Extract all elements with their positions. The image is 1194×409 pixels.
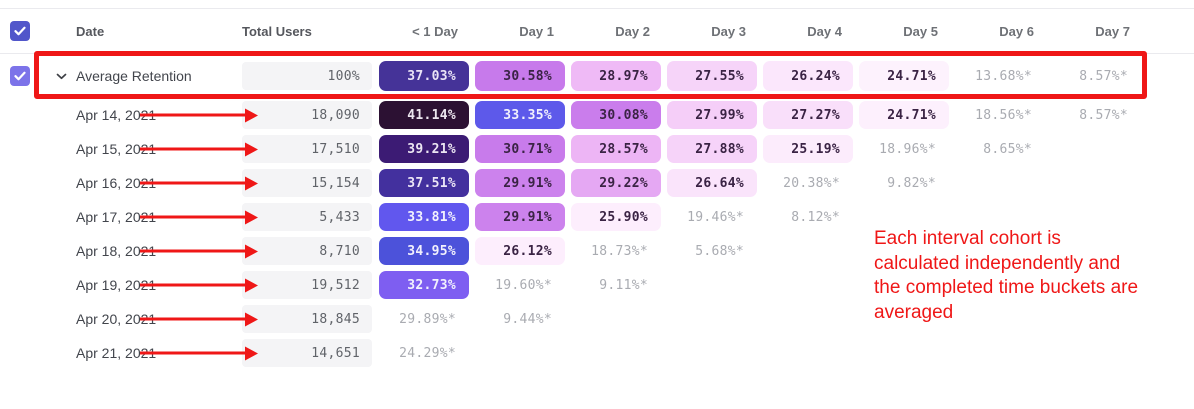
select-all-checkbox[interactable]: [10, 21, 30, 41]
col-header-date: Date: [76, 23, 105, 39]
retention-cell: 20.38%*: [783, 175, 840, 191]
retention-cell: 24.71%: [859, 61, 949, 91]
date-label: Apr 17, 2021: [76, 209, 157, 225]
retention-cell: 25.19%: [763, 135, 853, 163]
date-label: Apr 14, 2021: [76, 107, 157, 123]
cohort-row: Apr 16, 2021 15,154 37.51% 29.91% 29.22% 26.6…: [0, 166, 1194, 200]
retention-cell: 25.90%: [571, 203, 661, 231]
retention-cell: 27.55%: [667, 61, 757, 91]
col-header-day-5: Day 5: [903, 23, 938, 39]
retention-cell: 24.29%*: [399, 345, 456, 361]
retention-cell: 30.08%: [571, 101, 661, 129]
table-body: Average Retention 100% 37.03% 30.58% 28.97% 2…: [0, 54, 1194, 370]
retention-cell: 18.73%*: [591, 243, 648, 259]
total-users-cell: 5,433: [242, 203, 372, 231]
col-header-lt-1-day: < 1 Day: [412, 23, 458, 39]
total-users-cell: 14,651: [242, 339, 372, 367]
retention-cell: 9.11%*: [599, 277, 648, 293]
col-header-day-2: Day 2: [615, 23, 650, 39]
retention-cell: 8.57%*: [1079, 68, 1128, 84]
total-users-cell: 100%: [242, 62, 372, 90]
retention-cell: 9.82%*: [887, 175, 936, 191]
retention-cell: 30.71%: [475, 135, 565, 163]
retention-cell: 34.95%: [379, 237, 469, 265]
retention-cell: 29.22%: [571, 169, 661, 197]
col-header-day-7: Day 7: [1095, 23, 1130, 39]
cohort-row: Apr 21, 2021 14,651 24.29%*: [0, 336, 1194, 370]
checkmark-icon: [14, 71, 26, 81]
retention-cell: 29.89%*: [399, 311, 456, 327]
date-label: Apr 15, 2021: [76, 141, 157, 157]
total-users-cell: 19,512: [242, 271, 372, 299]
annotation-arrow: [140, 351, 246, 355]
retention-cell: 24.71%: [859, 101, 949, 129]
total-users-cell: 18,090: [242, 101, 372, 129]
annotation-arrow: [140, 249, 246, 253]
annotation-arrow: [140, 283, 246, 287]
annotation-arrow: [140, 181, 246, 185]
retention-cell: 13.68%*: [975, 68, 1032, 84]
retention-cell: 26.12%: [475, 237, 565, 265]
cohort-row: Apr 19, 2021 19,512 32.73% 19.60%* 9.11%*: [0, 268, 1194, 302]
date-label: Apr 16, 2021: [76, 175, 157, 191]
retention-cell: 8.57%*: [1079, 107, 1128, 123]
date-label: Apr 21, 2021: [76, 345, 157, 361]
retention-cell: 27.27%: [763, 101, 853, 129]
retention-cell: 19.60%*: [495, 277, 552, 293]
retention-cell: 33.35%: [475, 101, 565, 129]
total-users-cell: 8,710: [242, 237, 372, 265]
annotation-arrow: [140, 215, 246, 219]
cohort-row: Apr 14, 2021 18,090 41.14% 33.35% 30.08% 27.9…: [0, 98, 1194, 132]
col-header-day-6: Day 6: [999, 23, 1034, 39]
retention-cell: 39.21%: [379, 135, 469, 163]
retention-cell: 8.12%*: [791, 209, 840, 225]
retention-cell: 26.64%: [667, 169, 757, 197]
retention-cell: 8.65%*: [983, 141, 1032, 157]
retention-table: Date Total Users < 1 Day Day 1 Day 2 Day…: [0, 8, 1194, 370]
cohort-row: Apr 15, 2021 17,510 39.21% 30.71% 28.57% 27.8…: [0, 132, 1194, 166]
cohort-row: Apr 17, 2021 5,433 33.81% 29.91% 25.90% 19.46…: [0, 200, 1194, 234]
retention-cell: 18.96%*: [879, 141, 936, 157]
cohort-row: Apr 20, 2021 18,845 29.89%* 9.44%*: [0, 302, 1194, 336]
retention-cell: 19.46%*: [687, 209, 744, 225]
retention-cell: 30.58%: [475, 61, 565, 91]
retention-cell: 33.81%: [379, 203, 469, 231]
retention-cell: 27.99%: [667, 101, 757, 129]
table-header: Date Total Users < 1 Day Day 1 Day 2 Day…: [0, 8, 1194, 54]
date-label: Apr 18, 2021: [76, 243, 157, 259]
retention-cell: 9.44%*: [503, 311, 552, 327]
total-users-cell: 15,154: [242, 169, 372, 197]
checkmark-icon: [14, 26, 26, 36]
retention-cell: 27.88%: [667, 135, 757, 163]
annotation-arrow: [140, 317, 246, 321]
retention-cell: 26.24%: [763, 61, 853, 91]
retention-cell: 29.91%: [475, 203, 565, 231]
retention-cell: 37.03%: [379, 61, 469, 91]
total-users-cell: 17,510: [242, 135, 372, 163]
average-retention-row: Average Retention 100% 37.03% 30.58% 28.97% 2…: [0, 54, 1194, 98]
total-users-cell: 18,845: [242, 305, 372, 333]
cohort-row: Apr 18, 2021 8,710 34.95% 26.12% 18.73%* 5.68…: [0, 234, 1194, 268]
col-header-day-3: Day 3: [711, 23, 746, 39]
retention-cell: 28.97%: [571, 61, 661, 91]
date-label: Apr 20, 2021: [76, 311, 157, 327]
retention-cell: 37.51%: [379, 169, 469, 197]
date-label: Apr 19, 2021: [76, 277, 157, 293]
retention-cell: 28.57%: [571, 135, 661, 163]
retention-cell: 5.68%*: [695, 243, 744, 259]
col-header-total-users: Total Users: [242, 23, 312, 39]
annotation-arrow: [140, 147, 246, 151]
row-label: Average Retention: [76, 68, 192, 84]
row-checkbox[interactable]: [10, 66, 30, 86]
retention-cell: 18.56%*: [975, 107, 1032, 123]
annotation-arrow: [140, 113, 246, 117]
annotation-text: Each interval cohort is calculated indep…: [874, 228, 1139, 324]
retention-cell: 32.73%: [379, 271, 469, 299]
col-header-day-1: Day 1: [519, 23, 554, 39]
col-header-day-4: Day 4: [807, 23, 842, 39]
chevron-down-icon[interactable]: [56, 73, 67, 80]
retention-cell: 29.91%: [475, 169, 565, 197]
retention-cell: 41.14%: [379, 101, 469, 129]
